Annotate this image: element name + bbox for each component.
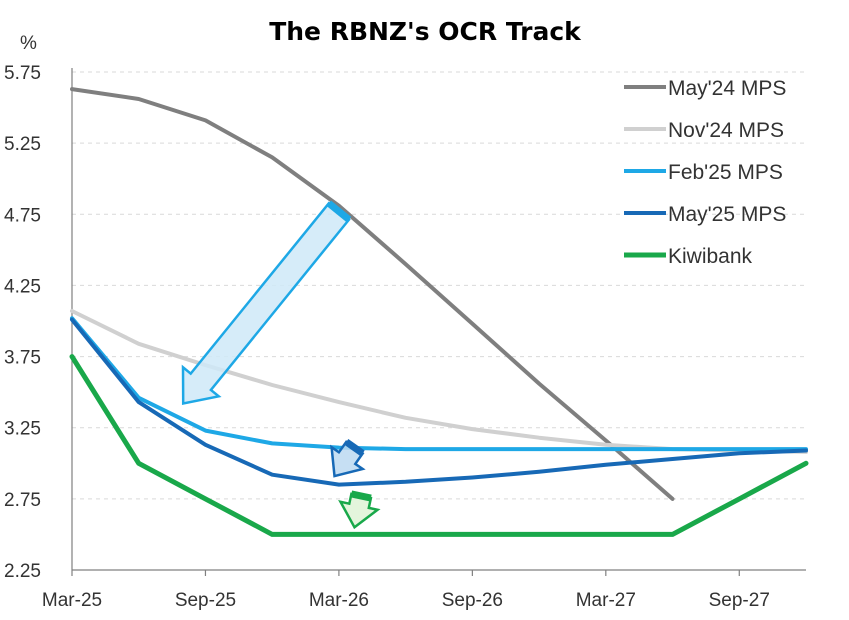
annotation-arrow-blue-large-tail — [326, 200, 352, 223]
x-tick-label: Sep-25 — [175, 590, 236, 611]
x-tick-label: Sep-27 — [709, 590, 770, 611]
legend-label-may-25-mps: May'25 MPS — [668, 203, 786, 226]
axes — [71, 68, 806, 571]
y-axis-unit-label: % — [20, 33, 37, 54]
y-axis-ticks: 2.25 2.75 3.25 3.75 4.25 4.75 5.25 5.75 — [4, 63, 41, 582]
y-tick-label: 3.25 — [4, 419, 41, 440]
legend-label-feb-25-mps: Feb'25 MPS — [668, 161, 783, 184]
y-tick-label: 5.75 — [4, 63, 41, 84]
annotation-arrow-blue-small-tail — [344, 439, 365, 457]
legend-label-kiwibank: Kiwibank — [668, 245, 753, 268]
x-tick-label: Mar-27 — [576, 590, 636, 611]
series-line-feb-25-mps — [70, 316, 808, 452]
legend-label-may-24-mps: May'24 MPS — [668, 77, 786, 100]
annotation-arrow-blue-large — [181, 201, 351, 406]
legend: May'24 MPS Nov'24 MPS Feb'25 MPS May'25 MPS… — [624, 77, 786, 268]
annotation-arrow-green-tail — [350, 490, 372, 502]
y-tick-label: 4.75 — [4, 205, 41, 226]
x-tick-label: Sep-26 — [442, 590, 503, 611]
series-line-may-25-mps — [70, 317, 808, 487]
y-tick-label: 3.75 — [4, 348, 41, 369]
series-line-may-24-mps — [70, 87, 675, 501]
y-tick-label: 4.25 — [4, 276, 41, 297]
gridlines — [72, 71, 806, 500]
y-tick-label: 2.25 — [4, 561, 41, 582]
x-tick-label: Mar-25 — [42, 590, 102, 611]
chart-title: The RBNZ's OCR Track — [269, 17, 582, 46]
y-tick-label: 2.75 — [4, 490, 41, 511]
annotation-arrows — [181, 200, 381, 530]
x-axis-ticks: Mar-25 Sep-25 Mar-26 Sep-26 Mar-27 Sep-27 — [42, 570, 770, 611]
series-line-kiwibank — [69, 354, 809, 537]
x-tick-label: Mar-26 — [309, 590, 369, 611]
legend-label-nov-24-mps: Nov'24 MPS — [668, 119, 784, 142]
y-tick-label: 5.25 — [4, 134, 41, 155]
series-lines — [69, 87, 809, 537]
